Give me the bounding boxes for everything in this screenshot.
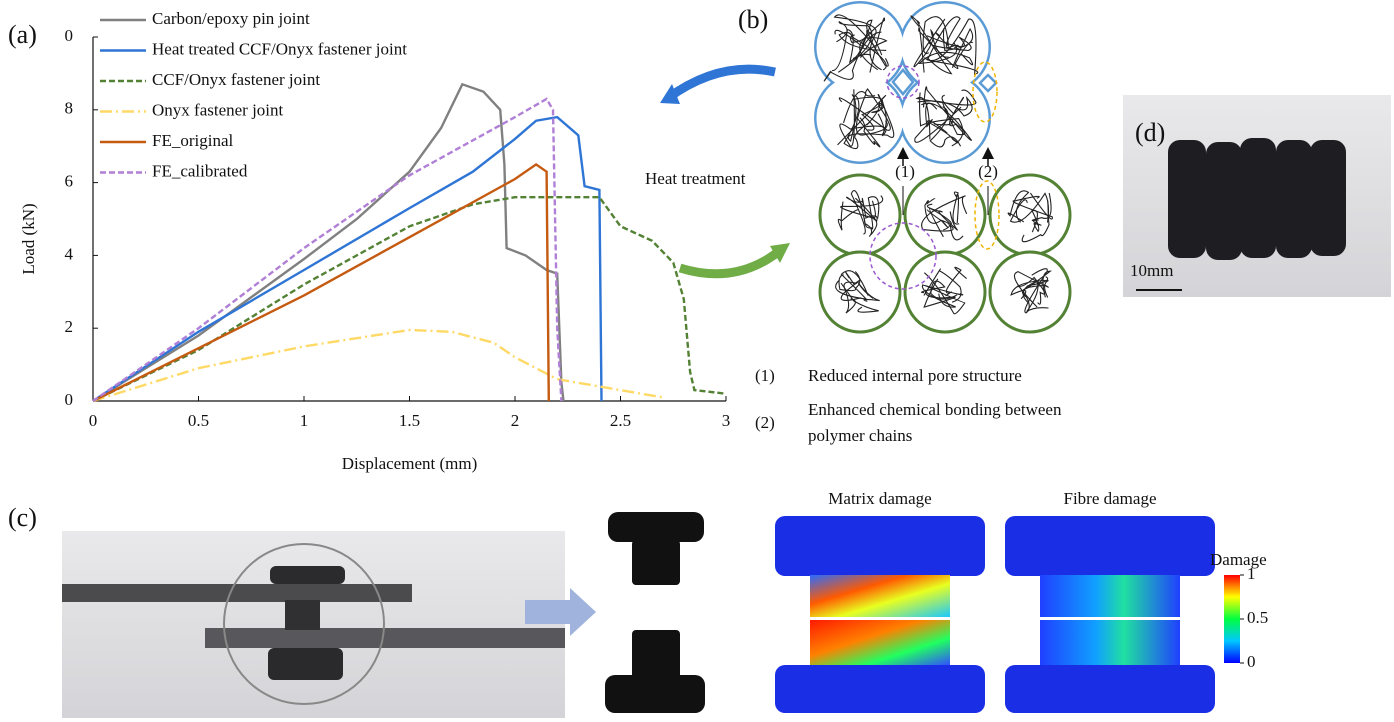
y-tick-label: 8 xyxy=(65,99,74,118)
legend-label: Carbon/epoxy pin joint xyxy=(152,9,310,28)
note-text: polymer chains xyxy=(808,426,912,445)
marker-label: (1) xyxy=(895,162,915,181)
x-tick-label: 1.5 xyxy=(399,411,420,430)
colorbar-tick-label: 0 xyxy=(1247,652,1256,671)
legend-label: FE_calibrated xyxy=(152,161,248,180)
fe-model-matrix xyxy=(775,516,985,713)
model-title: Matrix damage xyxy=(828,489,931,508)
colorbar-title: Damage xyxy=(1210,550,1267,569)
fractured-fastener xyxy=(605,512,705,713)
y-axis-label: Load (kN) xyxy=(19,203,38,274)
x-tick-label: 0 xyxy=(89,411,98,430)
pore xyxy=(980,75,996,91)
y-tick-label: 4 xyxy=(65,244,74,263)
panel-label: (c) xyxy=(8,503,37,532)
fastener-shank xyxy=(285,600,320,630)
series-line xyxy=(93,117,602,401)
fe-model-fibre xyxy=(1005,516,1215,713)
colorbar-ticks: 10.50 xyxy=(1240,564,1268,671)
grain xyxy=(820,175,900,255)
figure: (a) (b) (c) 02468000.511.522.53Displacem… xyxy=(0,0,1394,722)
x-tick-label: 1 xyxy=(300,411,309,430)
x-tick-label: 0.5 xyxy=(188,411,209,430)
grain-fill xyxy=(902,75,989,162)
legend-label: Onyx fastener joint xyxy=(152,100,284,119)
plate xyxy=(205,628,565,648)
colorbar-tick-label: 1 xyxy=(1247,564,1256,583)
x-tick-label: 2.5 xyxy=(610,411,631,430)
legend-label: FE_original xyxy=(152,131,233,150)
note-text: Reduced internal pore structure xyxy=(808,366,1022,385)
arrow-label: Heat treatment xyxy=(645,169,746,188)
model-title: Fibre damage xyxy=(1064,489,1157,508)
y-tick-label: 2 xyxy=(65,317,74,336)
treated-structure xyxy=(820,175,1070,332)
x-tick-label: 3 xyxy=(722,411,731,430)
untreated-structure xyxy=(814,1,997,164)
arrow xyxy=(668,69,775,98)
note-text: Enhanced chemical bonding between xyxy=(808,400,1062,419)
note-marker: (2) xyxy=(755,413,775,432)
note-marker: (1) xyxy=(755,366,775,385)
fastener-head xyxy=(270,566,345,584)
chart: 02468000.511.522.53Displacement (mm)Load… xyxy=(19,9,730,473)
series-line xyxy=(93,164,549,401)
grain xyxy=(990,175,1070,255)
fastener-head xyxy=(268,648,343,680)
panel-label: (d) xyxy=(1135,118,1165,147)
grain xyxy=(905,175,985,255)
arrow xyxy=(680,252,778,274)
scale-label: 10mm xyxy=(1130,261,1173,280)
y-tick-label: 6 xyxy=(65,172,74,191)
legend-label: CCF/Onyx fastener joint xyxy=(152,70,320,89)
colorbar-tick-label: 0.5 xyxy=(1247,608,1268,627)
grain xyxy=(905,252,985,332)
y-tick-label: 0 xyxy=(65,390,74,409)
panel-label: (b) xyxy=(738,5,768,34)
x-tick-label: 2 xyxy=(511,411,520,430)
x-axis-label: Displacement (mm) xyxy=(342,454,478,473)
plate xyxy=(62,584,412,602)
panel-label: (a) xyxy=(8,20,37,49)
legend-label: Heat treated CCF/Onyx fastener joint xyxy=(152,39,407,58)
diagram: Heat treatment (1) (2) (1) Reduced inter… xyxy=(645,1,1070,445)
y-tick-label: 0 xyxy=(65,26,74,45)
marker-label: (2) xyxy=(978,162,998,181)
grain xyxy=(990,252,1070,332)
colorbar xyxy=(1224,575,1240,663)
photo-d: (d) 10mm xyxy=(1123,95,1391,297)
specimens xyxy=(1168,138,1346,260)
photo-c: Matrix damage Fibre damage Damage 10.50 xyxy=(62,489,1268,718)
